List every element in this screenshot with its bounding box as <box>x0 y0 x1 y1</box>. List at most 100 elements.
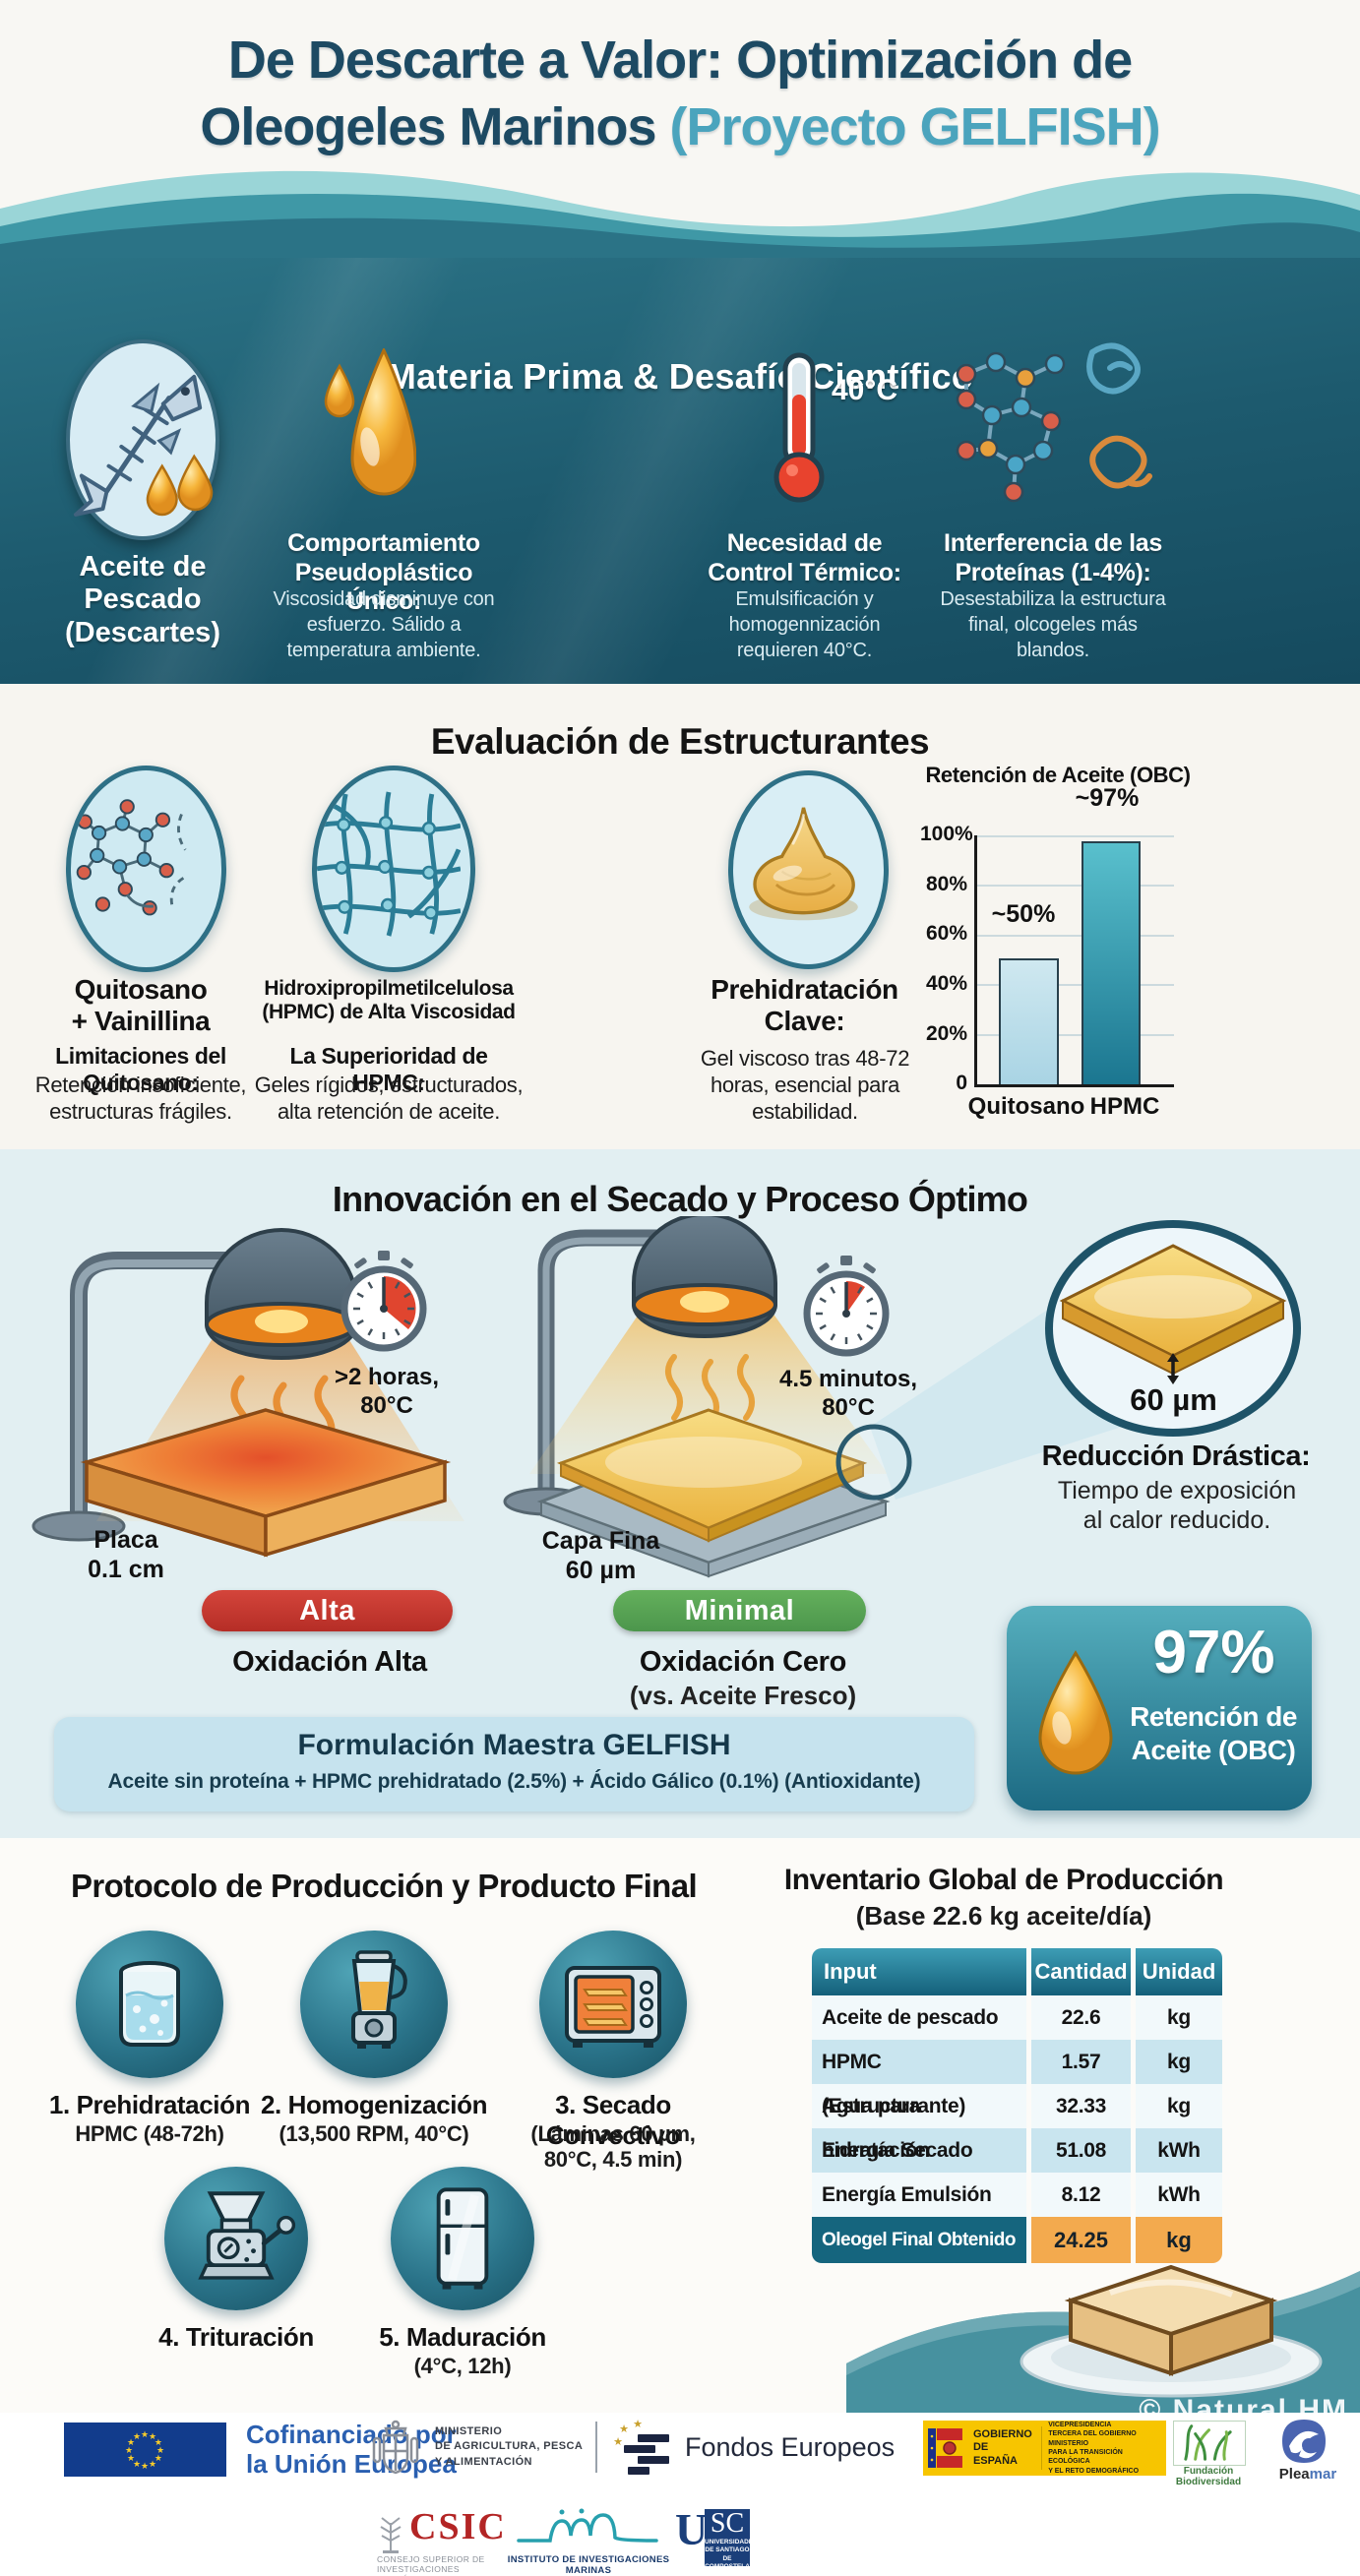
svg-text:★: ★ <box>149 2432 156 2442</box>
cell-cantidad: 22.6 <box>1061 2006 1101 2029</box>
chart-plot-area <box>974 835 1174 1087</box>
gridline <box>977 885 1174 887</box>
section-secado-title: Innovación en el Secado y Proceso Óptimo <box>332 1179 1028 1219</box>
cell-cantidad: 32.33 <box>1055 2095 1107 2117</box>
step2-label: 2. Homogenización <box>260 2090 488 2119</box>
step1-detail: HPMC (48-72h) <box>75 2121 224 2146</box>
step4-label: 4. Trituración <box>158 2322 314 2352</box>
new-method-sample-label: Capa Fina 60 µm <box>541 1527 660 1584</box>
spain-coat-of-arms-icon <box>372 2420 419 2475</box>
fondos-europeos-icon: ★ ★★ <box>613 2419 669 2475</box>
materia-item3-heading: Necesidad de Control Térmico: <box>708 529 901 586</box>
csic-logo: CSIC <box>409 2506 507 2547</box>
cell-input: Aceite de pescado <box>822 2006 999 2029</box>
cell-unidad: kg <box>1167 2095 1191 2117</box>
materia-item3-temp: 40°C <box>832 374 898 406</box>
ytick-0: 0 <box>956 1072 967 1094</box>
bar-hpmc <box>1082 840 1141 1084</box>
ytick-80: 80% <box>925 873 967 895</box>
new-method-result-note: (vs. Aceite Fresco) <box>629 1681 857 1710</box>
iim-caption: INSTITUTO DE INVESTIGACIONES MARINAS <box>507 2554 670 2576</box>
gobierno-dept: VICEPRESIDENCIA TERCERA DEL GOBIERNO MIN… <box>1048 2421 1140 2475</box>
cell-cantidad: 1.57 <box>1061 2051 1101 2073</box>
xlabel-hpmc: HPMC <box>1089 1093 1160 1120</box>
cell-cantidad: 51.08 <box>1055 2139 1107 2162</box>
page-title-line2: Oleogeles Marinos (Proyecto GELFISH) <box>0 96 1360 157</box>
chart-title: Retención de Aceite (OBC) <box>925 763 1191 787</box>
csic-caption: CONSEJO SUPERIOR DE INVESTIGACIONES CIEN… <box>377 2554 485 2576</box>
detail-body: Tiempo de exposición al calor reducido. <box>1057 1477 1297 1534</box>
cell-input: Energía Secado <box>822 2139 973 2162</box>
step3-detail: (Láminas 60 µm, 80°C, 4.5 min) <box>530 2121 696 2173</box>
grinder-icon <box>164 2167 308 2310</box>
cell-unidad: kg <box>1167 2006 1191 2029</box>
evaluacion-item2-subheading: La Superioridad de HPMC: <box>289 1043 488 1095</box>
cell-cantidad: 8.12 <box>1061 2183 1101 2206</box>
svg-text:★: ★ <box>141 2430 149 2440</box>
evaluacion-item1-subheading: Limitaciones del Quitosano: <box>55 1043 226 1095</box>
usc-caption: UNIVERSIDADE DE SANTIAGO DE COMPOSTELA <box>705 2539 754 2571</box>
svg-text:★: ★ <box>633 2419 643 2430</box>
heat-lamp-thin-layer-illustration <box>503 1216 891 1578</box>
bar-value-quitosano: ~50% <box>991 900 1056 928</box>
ytick-60: 60% <box>925 922 967 945</box>
inventario-title: Inventario Global de Producción <box>783 1864 1224 1896</box>
section-secado: Innovación en el Secado y Proceso Óptimo <box>0 1149 1360 1838</box>
iim-wave-icon <box>517 2508 658 2543</box>
table-total-row: Oleogel Final Obtenido 24.25 kg <box>812 2217 1222 2263</box>
step2-detail: (13,500 RPM, 40°C) <box>278 2121 469 2146</box>
oil-drop-icon <box>324 348 416 496</box>
materia-item1-label: Aceite de Pescado (Descartes) <box>65 551 220 648</box>
gridline <box>977 984 1174 986</box>
svg-text:★: ★ <box>613 2435 623 2448</box>
svg-text:★: ★ <box>155 2438 162 2448</box>
svg-text:★: ★ <box>619 2423 629 2435</box>
stopwatch-icon <box>803 1256 890 1357</box>
usc-letter-u: U <box>675 2504 709 2554</box>
bar-quitosano <box>999 957 1059 1084</box>
table-row: Aceite de pescado 22.6 kg <box>812 1995 1222 2040</box>
heat-lamp-thick-slab-illustration <box>31 1228 464 1558</box>
stopwatch-icon <box>340 1251 427 1352</box>
cell-unidad: kWh <box>1157 2139 1201 2162</box>
evaluacion-item1-body: Retención insoficiente, estructuras frág… <box>34 1073 247 1124</box>
new-method-badge: Minimal <box>613 1590 866 1631</box>
cell-unidad: kg <box>1167 2051 1191 2073</box>
protein-molecules-icon <box>956 342 1152 503</box>
svg-text:★: ★ <box>155 2454 162 2464</box>
total-cantidad: 24.25 <box>1031 2217 1131 2263</box>
ocean-wave-divider <box>0 170 1360 258</box>
table-row: Agua para hidratación 32.33 kg <box>812 2084 1222 2162</box>
cell-input: HPMC (Estructurante) <box>822 2051 966 2117</box>
csic-emblem-icon <box>380 2517 402 2553</box>
old-method-timer-label: >2 horas, 80°C <box>334 1364 440 1419</box>
col-header-input: Input <box>812 1948 1026 1995</box>
hpmc-network-icon <box>312 766 475 972</box>
oil-drop-icon <box>1038 1650 1113 1775</box>
svg-text:★: ★ <box>149 2460 156 2470</box>
old-method-badge: Alta <box>202 1590 453 1631</box>
obc-value: 97% <box>1152 1619 1275 1687</box>
bar-value-hpmc: ~97% <box>1075 784 1140 812</box>
spain-flag-icon <box>928 2428 962 2468</box>
svg-text:★: ★ <box>133 2460 141 2470</box>
obc-bar-chart: Retención de Aceite (OBC) 100% 80% 60% 4… <box>920 763 1196 1146</box>
gridline <box>977 935 1174 937</box>
fridge-icon <box>391 2167 534 2310</box>
materia-item2-body: Viscosidad disminuye con esfuerzo. Sálid… <box>273 588 495 661</box>
materia-item2-heading: Comportamiento Pseudoplástico Único: <box>287 529 480 615</box>
svg-text:★: ★ <box>156 2446 164 2456</box>
new-method-timer-label: 4.5 minutos, 80°C <box>778 1366 918 1421</box>
new-method-result: Oxidación Cero <box>639 1646 847 1678</box>
cell-input: Energía Emulsión <box>822 2183 992 2206</box>
beaker-icon <box>76 1931 223 2078</box>
materia-item3-body: Emulsificación y homogennización requier… <box>728 588 881 661</box>
ytick-40: 40% <box>925 972 967 995</box>
section-protocolo-inventario: Protocolo de Producción y Producto Final <box>0 1838 1360 2426</box>
section-materia-title: Materia Prima & Desafío Científico <box>386 356 974 397</box>
section-materia-prima: Materia Prima & Desafío Científico <box>0 258 1360 684</box>
pleamar-part2: mar <box>1309 2466 1337 2483</box>
gridline <box>977 1034 1174 1036</box>
svg-text:★: ★ <box>127 2438 135 2448</box>
ytick-100: 100% <box>920 823 973 845</box>
